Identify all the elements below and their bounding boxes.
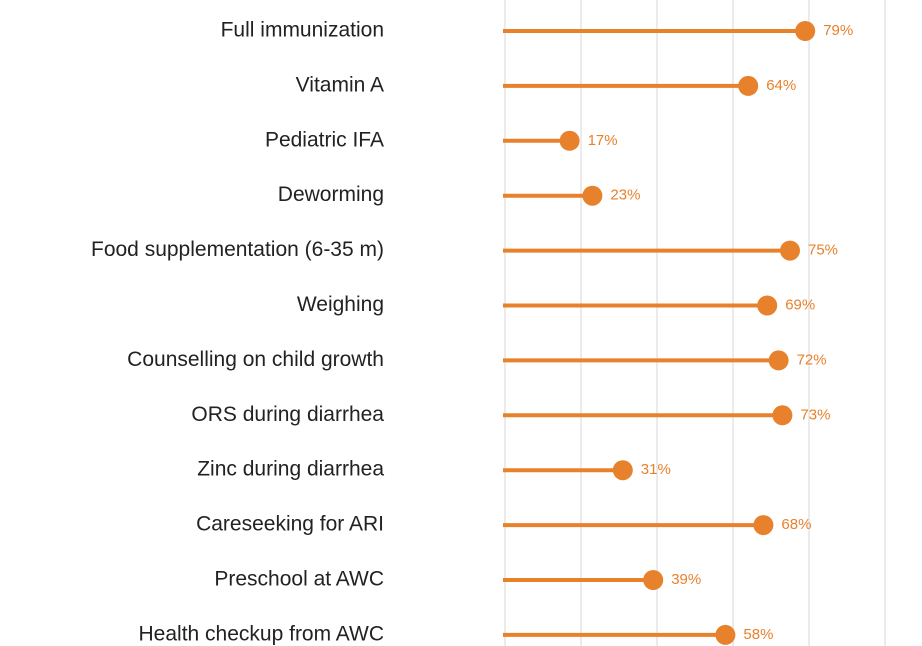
lollipop-dot bbox=[643, 570, 664, 590]
category-label: Careseeking for ARI bbox=[196, 513, 384, 536]
category-label: Full immunization bbox=[221, 19, 384, 42]
category-label: Deworming bbox=[278, 183, 384, 206]
value-label: 31% bbox=[641, 461, 671, 478]
value-label: 23% bbox=[610, 187, 640, 204]
value-label: 17% bbox=[588, 132, 618, 149]
lollipop-dot bbox=[780, 240, 800, 261]
value-label: 72% bbox=[797, 351, 827, 368]
lollipop-dot bbox=[768, 350, 789, 371]
value-label: 58% bbox=[743, 626, 773, 643]
value-label: 79% bbox=[823, 22, 853, 39]
lollipop-dot bbox=[738, 75, 759, 96]
lollipop-dot bbox=[795, 21, 816, 41]
category-label: Weighing bbox=[297, 293, 384, 316]
lollipop-dot bbox=[612, 460, 633, 481]
lollipop-dot bbox=[582, 185, 603, 206]
value-label: 69% bbox=[785, 296, 815, 313]
lollipop-dot bbox=[715, 624, 736, 645]
lollipop-dot bbox=[757, 295, 778, 316]
category-label: Vitamin A bbox=[296, 73, 384, 96]
value-label: 68% bbox=[781, 516, 811, 533]
category-label: Counselling on child growth bbox=[127, 348, 384, 371]
category-label: Pediatric IFA bbox=[265, 128, 384, 151]
value-label: 73% bbox=[800, 406, 830, 423]
category-label: Zinc during diarrhea bbox=[197, 458, 384, 481]
value-label: 75% bbox=[808, 242, 838, 259]
category-label: Health checkup from AWC bbox=[139, 622, 384, 645]
lollipop-dot bbox=[753, 515, 774, 536]
lollipop-dot bbox=[772, 405, 793, 426]
lollipop-dot bbox=[559, 130, 580, 151]
value-label: 64% bbox=[766, 77, 796, 94]
category-label: ORS during diarrhea bbox=[191, 403, 384, 426]
category-label: Food supplementation (6-35 m) bbox=[91, 238, 384, 261]
category-label: Preschool at AWC bbox=[214, 568, 384, 591]
value-label: 39% bbox=[671, 571, 701, 588]
